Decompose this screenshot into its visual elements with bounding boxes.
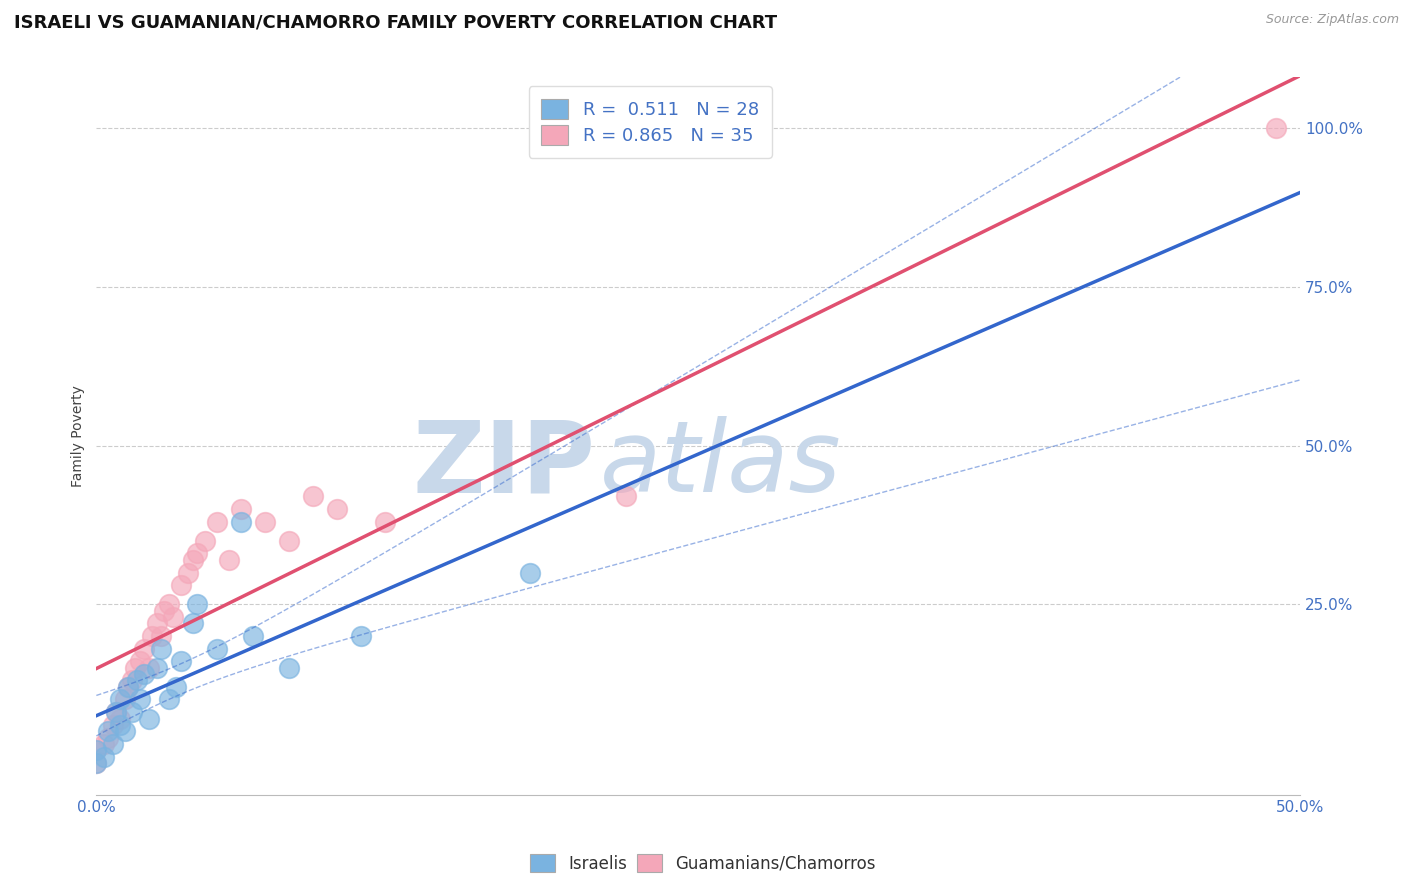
Point: [302, 489, 325, 503]
Point: [86, 756, 108, 770]
Point: [110, 718, 132, 732]
Point: [110, 692, 132, 706]
Point: [374, 515, 396, 529]
Point: [114, 724, 136, 739]
Point: [181, 553, 204, 567]
Point: [157, 597, 180, 611]
Text: ZIP: ZIP: [413, 417, 596, 513]
Point: [205, 515, 228, 529]
Point: [128, 692, 150, 706]
Point: [124, 661, 146, 675]
Point: [127, 673, 149, 688]
Point: [121, 673, 143, 688]
Point: [114, 692, 136, 706]
Point: [326, 502, 349, 516]
Point: [141, 629, 163, 643]
Legend: Israelis, Guamanians/Chamorros: Israelis, Guamanians/Chamorros: [523, 847, 883, 880]
Point: [103, 737, 125, 751]
Point: [165, 680, 187, 694]
Point: [614, 489, 637, 503]
Point: [350, 629, 373, 643]
Point: [93, 749, 115, 764]
Point: [110, 712, 132, 726]
Point: [152, 604, 174, 618]
Point: [97, 724, 120, 739]
Text: atlas: atlas: [599, 417, 841, 513]
Point: [181, 616, 204, 631]
Point: [253, 515, 276, 529]
Point: [278, 661, 301, 675]
Point: [519, 566, 541, 580]
Point: [97, 731, 120, 745]
Legend: R =  0.511   N = 28, R = 0.865   N = 35: R = 0.511 N = 28, R = 0.865 N = 35: [529, 87, 772, 158]
Y-axis label: Family Poverty: Family Poverty: [72, 385, 86, 487]
Point: [121, 705, 143, 719]
Point: [145, 616, 167, 631]
Point: [177, 566, 200, 580]
Point: [169, 578, 191, 592]
Point: [138, 712, 160, 726]
Point: [205, 641, 228, 656]
Point: [194, 533, 217, 548]
Point: [117, 680, 139, 694]
Point: [229, 502, 252, 516]
Point: [169, 654, 191, 668]
Point: [134, 641, 156, 656]
Point: [242, 629, 264, 643]
Point: [157, 692, 180, 706]
Text: ISRAELI VS GUAMANIAN/CHAMORRO FAMILY POVERTY CORRELATION CHART: ISRAELI VS GUAMANIAN/CHAMORRO FAMILY POV…: [14, 13, 778, 31]
Point: [218, 553, 240, 567]
Point: [128, 654, 150, 668]
Point: [162, 610, 184, 624]
Point: [117, 680, 139, 694]
Point: [150, 629, 173, 643]
Text: Source: ZipAtlas.com: Source: ZipAtlas.com: [1265, 13, 1399, 27]
Point: [86, 756, 108, 770]
Point: [278, 533, 301, 548]
Point: [104, 705, 127, 719]
Point: [103, 718, 125, 732]
Point: [186, 547, 208, 561]
Point: [1265, 121, 1288, 136]
Point: [145, 661, 167, 675]
Point: [138, 661, 160, 675]
Point: [93, 737, 115, 751]
Point: [150, 641, 173, 656]
Point: [86, 743, 108, 757]
Point: [104, 705, 127, 719]
Point: [186, 597, 208, 611]
Point: [229, 515, 252, 529]
Point: [86, 743, 108, 757]
Point: [134, 667, 156, 681]
